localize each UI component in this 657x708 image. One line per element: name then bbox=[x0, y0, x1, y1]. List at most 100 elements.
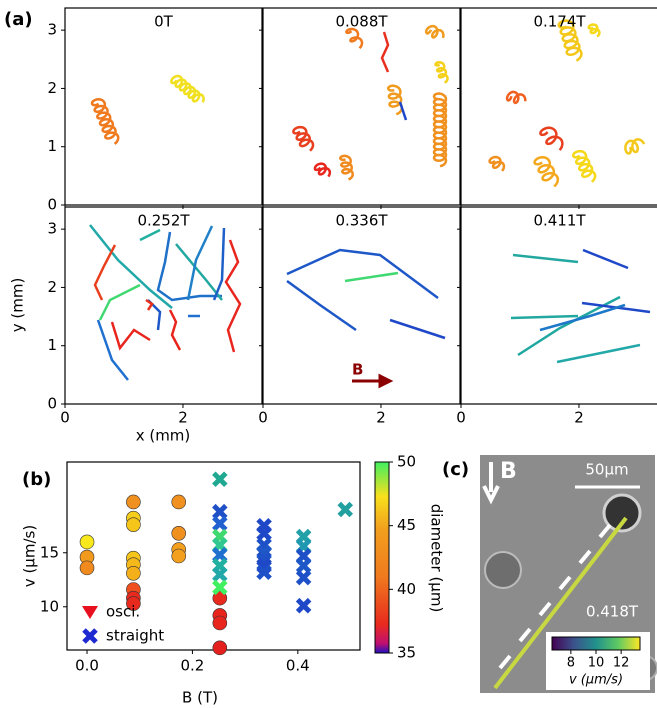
trajectory bbox=[339, 154, 354, 181]
subplot-title: 0.174T bbox=[533, 13, 586, 31]
trajectory bbox=[624, 138, 646, 155]
point bbox=[295, 569, 312, 586]
trajectory bbox=[533, 156, 560, 188]
orientation-tick bbox=[498, 654, 512, 670]
point bbox=[337, 501, 354, 518]
orientation-tick bbox=[578, 549, 592, 565]
trajectory bbox=[224, 239, 242, 353]
trajectory bbox=[156, 231, 222, 302]
y-axis-label: y (mm) bbox=[9, 278, 27, 333]
x-tick-label: 2 bbox=[178, 409, 188, 427]
y-tick-label: 2 bbox=[47, 79, 57, 97]
trajectory bbox=[539, 303, 626, 332]
point bbox=[256, 525, 272, 542]
point bbox=[171, 494, 187, 510]
trajectory bbox=[380, 31, 390, 73]
colorbar-tick-label: 12 bbox=[613, 656, 630, 671]
annotation: B bbox=[352, 361, 363, 379]
point bbox=[126, 517, 141, 532]
trajectory bbox=[186, 225, 214, 301]
trajectory bbox=[292, 125, 315, 152]
subplot-frame bbox=[262, 206, 461, 405]
x-tick-label: 0.4 bbox=[286, 657, 310, 675]
orientation-tick bbox=[558, 575, 572, 591]
y-tick-label: 3 bbox=[47, 220, 57, 238]
trajectory bbox=[557, 19, 583, 62]
trajectory bbox=[587, 23, 601, 38]
x-axis-label: x (mm) bbox=[136, 427, 191, 445]
y-tick-label: 3 bbox=[47, 21, 57, 39]
colorbar-tick-label: 8 bbox=[567, 656, 575, 671]
trajectory bbox=[398, 101, 408, 121]
colorbar-tick-label: 45 bbox=[397, 516, 416, 534]
x-tick-label: 0 bbox=[456, 409, 466, 427]
x-tick-label: 0 bbox=[258, 409, 268, 427]
x-tick-label: 0 bbox=[60, 409, 70, 427]
panel-label: (c) bbox=[442, 459, 469, 480]
trajectory bbox=[170, 74, 205, 103]
arrow bbox=[352, 373, 394, 389]
legend-marker bbox=[82, 628, 98, 644]
trajectory bbox=[432, 92, 448, 168]
annotation: B bbox=[500, 459, 517, 484]
x-tick-label: 0.2 bbox=[180, 657, 204, 675]
annotation: 0.418T bbox=[586, 603, 639, 621]
subplot-title: 0.252T bbox=[137, 212, 190, 230]
trajectory bbox=[98, 283, 141, 321]
annotation: 50µm bbox=[585, 461, 628, 479]
trajectory bbox=[517, 295, 621, 357]
trajectory bbox=[345, 27, 364, 50]
y-tick-label: 0 bbox=[47, 196, 57, 214]
trajectory bbox=[493, 516, 628, 690]
y-tick-label: 1 bbox=[47, 336, 57, 354]
trajectory bbox=[90, 98, 120, 145]
colorbar bbox=[374, 461, 390, 654]
point bbox=[295, 557, 312, 574]
trajectory bbox=[389, 318, 446, 340]
x-axis-label: B (T) bbox=[182, 689, 218, 707]
trajectory bbox=[539, 126, 564, 151]
point bbox=[212, 615, 228, 631]
trajectory bbox=[582, 248, 629, 270]
legend-marker bbox=[82, 606, 98, 619]
subplot-title: 0.336T bbox=[335, 212, 388, 230]
panel-label: (a) bbox=[4, 9, 33, 30]
trajectory bbox=[571, 149, 597, 183]
colorbar-label: diameter (µm) bbox=[428, 504, 446, 613]
trajectory bbox=[424, 24, 445, 39]
trajectory bbox=[139, 228, 161, 242]
point bbox=[212, 503, 228, 520]
trajectory bbox=[93, 244, 117, 301]
trajectory bbox=[286, 248, 439, 300]
colorbar-tick-label: 10 bbox=[588, 656, 605, 671]
trajectory bbox=[145, 298, 154, 311]
point bbox=[171, 526, 187, 541]
point bbox=[212, 566, 228, 583]
y-axis-label: v (µm/s) bbox=[21, 525, 39, 587]
y-tick-label: 1 bbox=[47, 137, 57, 155]
trajectory bbox=[147, 299, 162, 331]
orientation-tick bbox=[598, 523, 612, 539]
point bbox=[212, 579, 228, 596]
trajectory bbox=[510, 314, 579, 320]
subplot-frame bbox=[262, 7, 461, 206]
trajectory bbox=[212, 227, 226, 301]
point bbox=[212, 515, 228, 532]
bubble bbox=[602, 493, 642, 533]
point bbox=[79, 560, 95, 576]
point bbox=[256, 564, 272, 580]
arrow bbox=[482, 462, 500, 505]
subplot-title: 0.411T bbox=[533, 212, 586, 230]
colorbar-tick-label: 35 bbox=[397, 644, 416, 662]
trajectory bbox=[505, 90, 527, 105]
trajectory bbox=[89, 224, 173, 309]
y-tick-label: 15 bbox=[40, 543, 59, 561]
point bbox=[126, 565, 141, 581]
trajectory bbox=[313, 162, 332, 178]
x-tick-label: 0.0 bbox=[75, 657, 99, 675]
legend-label: osci. bbox=[106, 603, 140, 621]
trajectory bbox=[556, 343, 641, 364]
subplot-title: 0T bbox=[154, 13, 174, 31]
x-tick-label: 2 bbox=[574, 409, 584, 427]
orientation-tick bbox=[518, 627, 532, 643]
